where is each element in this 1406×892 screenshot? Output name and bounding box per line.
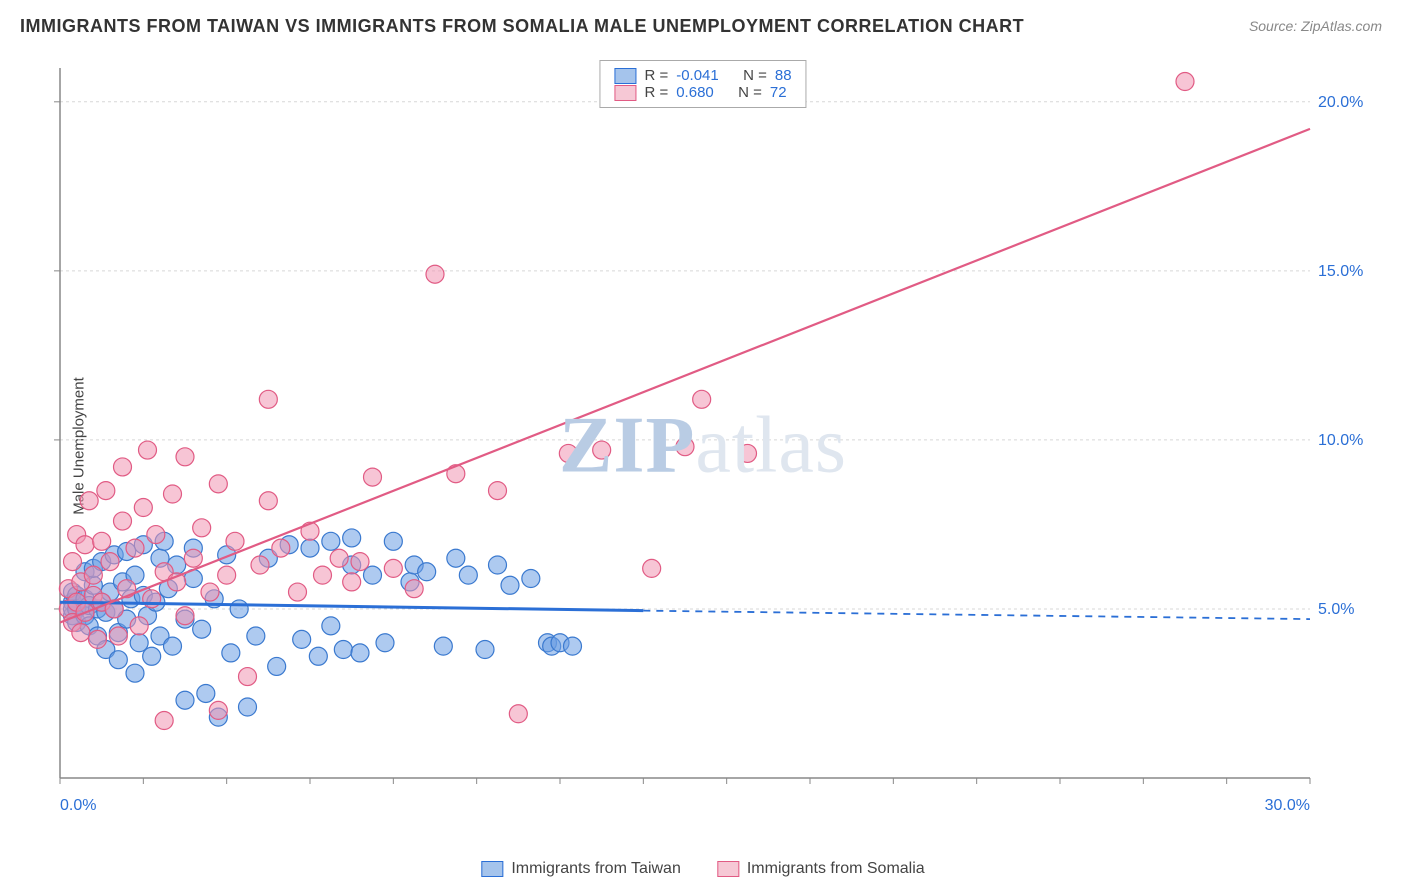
swatch-icon xyxy=(614,85,636,101)
swatch-icon xyxy=(481,861,503,877)
stats-legend: R = -0.041 N = 88 R = 0.680 N = 72 xyxy=(599,60,806,108)
svg-text:15.0%: 15.0% xyxy=(1318,263,1363,280)
swatch-icon xyxy=(717,861,739,877)
stat-label: R = xyxy=(644,84,668,101)
stats-legend-row: R = -0.041 N = 88 xyxy=(614,67,791,84)
legend-item: Immigrants from Somalia xyxy=(717,860,925,878)
source-label: Source: ZipAtlas.com xyxy=(1249,18,1382,34)
stat-value: 88 xyxy=(775,67,792,84)
scatter-plot: 0.0% 30.0% 5.0% 10.0% 15.0% 20.0% xyxy=(50,68,1370,828)
svg-text:30.0%: 30.0% xyxy=(1265,797,1310,814)
stat-value: 72 xyxy=(770,84,787,101)
stat-value: 0.680 xyxy=(676,84,714,101)
legend-label: Immigrants from Somalia xyxy=(747,860,925,878)
legend-item: Immigrants from Taiwan xyxy=(481,860,681,878)
stat-label: R = xyxy=(644,67,668,84)
stat-value: -0.041 xyxy=(676,67,719,84)
chart-title: IMMIGRANTS FROM TAIWAN VS IMMIGRANTS FRO… xyxy=(20,16,1024,37)
swatch-icon xyxy=(614,68,636,84)
series-legend: Immigrants from Taiwan Immigrants from S… xyxy=(481,860,924,878)
stat-label: N = xyxy=(743,67,767,84)
svg-text:0.0%: 0.0% xyxy=(60,797,96,814)
svg-text:20.0%: 20.0% xyxy=(1318,94,1363,111)
svg-text:5.0%: 5.0% xyxy=(1318,601,1354,618)
stats-legend-row: R = 0.680 N = 72 xyxy=(614,84,791,101)
stat-label: N = xyxy=(738,84,762,101)
legend-label: Immigrants from Taiwan xyxy=(511,860,681,878)
svg-text:10.0%: 10.0% xyxy=(1318,432,1363,449)
